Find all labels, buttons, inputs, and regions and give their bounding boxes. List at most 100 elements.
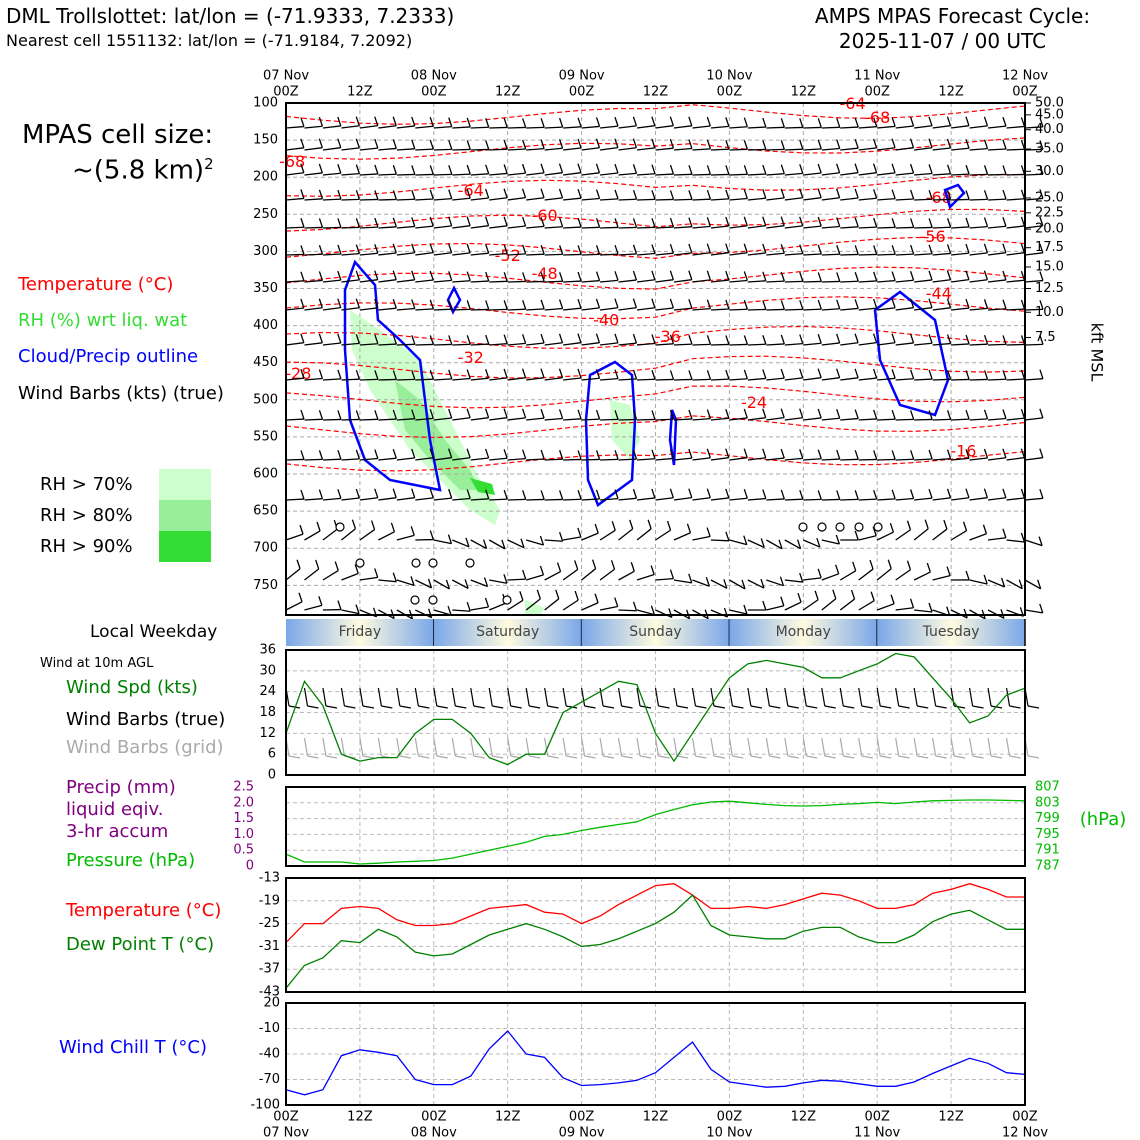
surface-wind-barb-true (436, 705, 448, 709)
upper-wind-barb (632, 244, 638, 255)
upper-wind-barb (688, 190, 693, 200)
upper-wind-barb (304, 498, 323, 501)
upper-wind-barb (836, 449, 841, 460)
upper-wind-barb (595, 333, 601, 343)
upper-wind-barb (673, 125, 692, 129)
upper-wind-barb (322, 147, 341, 151)
surface-wind-barb-true (307, 705, 319, 709)
windchill-line (285, 1030, 1026, 1096)
upper-wind-barb (429, 243, 434, 253)
upper-wind-barb (946, 488, 952, 499)
upper-wind-barb (725, 448, 730, 458)
upper-wind-barb (784, 377, 803, 381)
upper-wind-barb (1039, 448, 1044, 458)
upper-wind-barb (725, 369, 730, 380)
temperature-contour (285, 385, 1026, 409)
chill-tick-label: 20 (263, 996, 280, 1011)
upper-wind-barb (873, 271, 878, 282)
surface-wind-barb-true (344, 705, 356, 709)
upper-wind-barb (618, 125, 637, 129)
upper-wind-barb (1002, 370, 1007, 380)
upper-wind-barb (540, 139, 545, 149)
legend-wind: Wind Barbs (kts) (true) (18, 383, 224, 404)
surface-wind-barb-grid (436, 755, 448, 759)
bottom-time-tick-label: 00Z (717, 1110, 743, 1125)
upper-wind-barb (285, 533, 304, 541)
upper-wind-barb (1020, 117, 1026, 127)
upper-wind-barb (946, 410, 952, 420)
upper-wind-barb (595, 138, 601, 148)
upper-wind-barb (448, 117, 453, 127)
upper-wind-barb (766, 225, 785, 229)
upper-wind-barb (470, 280, 489, 283)
surface-wind-barb-true (968, 687, 974, 707)
upper-wind-barb (577, 298, 582, 309)
temperature-contour-label: -16 (950, 441, 976, 460)
upper-wind-barb (355, 604, 360, 614)
upper-wind-barb (688, 139, 693, 149)
upper-wind-barb (946, 138, 952, 149)
upper-wind-barb (725, 488, 730, 499)
upper-wind-barb (285, 498, 305, 501)
upper-wind-barb (988, 198, 1007, 201)
upper-wind-barb (725, 117, 730, 127)
surface-wind-barb-true (917, 705, 929, 709)
upper-wind-barb (525, 598, 541, 611)
upper-wind-barb (854, 409, 859, 419)
upper-wind-barb (452, 497, 471, 501)
upper-wind-barb (337, 298, 342, 308)
upper-wind-barb (1020, 216, 1026, 227)
upper-wind-barb (1002, 448, 1007, 458)
upper-wind-barb (743, 335, 749, 345)
upper-wind-barb (415, 609, 432, 619)
upper-wind-barb (429, 448, 434, 458)
upper-wind-barb (1020, 408, 1026, 419)
upper-wind-barb (452, 308, 471, 311)
calm-wind-marker (410, 595, 420, 605)
upper-wind-barb (673, 457, 692, 461)
bottom-date-tick-label: 11 Nov (854, 1126, 900, 1140)
upper-wind-barb (743, 117, 748, 127)
upper-wind-barb (374, 298, 379, 309)
upper-wind-barb (1002, 139, 1007, 150)
upper-wind-barb (987, 417, 1007, 421)
upper-wind-barb (470, 343, 489, 346)
upper-wind-barb (803, 377, 822, 381)
upper-wind-barb (858, 498, 877, 501)
pressure-tick-label: 803 (1035, 795, 1060, 810)
upper-wind-barb (448, 271, 453, 281)
upper-wind-barb (987, 252, 1006, 256)
upper-wind-barb (803, 172, 822, 176)
upper-wind-barb (614, 489, 619, 499)
surface-wind-barb-grid (529, 755, 541, 759)
upper-wind-barb (877, 226, 896, 229)
upper-wind-barb (817, 334, 822, 344)
upper-wind-barb (778, 539, 783, 550)
surface-wind-barb-grid (987, 737, 992, 757)
pressure-tick-label: 350 (253, 281, 278, 296)
surface-wind-barb-grid (880, 755, 892, 759)
upper-wind-barb (932, 418, 951, 421)
upper-wind-barb (669, 569, 675, 579)
upper-wind-barb (692, 198, 711, 201)
upper-wind-barb (396, 198, 415, 201)
temp-tick-label: -37 (259, 962, 280, 977)
upper-wind-barb (341, 609, 360, 615)
upper-wind-barb (965, 298, 970, 309)
upper-wind-barb (780, 140, 785, 150)
upper-wind-barb (559, 490, 564, 500)
upper-wind-barb (839, 570, 857, 581)
upper-wind-barb (378, 147, 397, 151)
upper-wind-barb (489, 197, 508, 201)
upper-wind-barb (544, 377, 563, 381)
upper-wind-barb (688, 334, 693, 345)
top-date-tick-label: 07 Nov (263, 69, 309, 84)
upper-wind-barb (928, 218, 933, 228)
upper-wind-barb (300, 245, 305, 255)
top-date-tick-label: 10 Nov (706, 69, 752, 84)
upper-wind-barb (595, 245, 601, 255)
calm-wind-marker (798, 522, 808, 532)
upper-wind-barb (448, 335, 453, 345)
upper-wind-barb (965, 217, 970, 228)
upper-wind-barb (503, 334, 508, 344)
